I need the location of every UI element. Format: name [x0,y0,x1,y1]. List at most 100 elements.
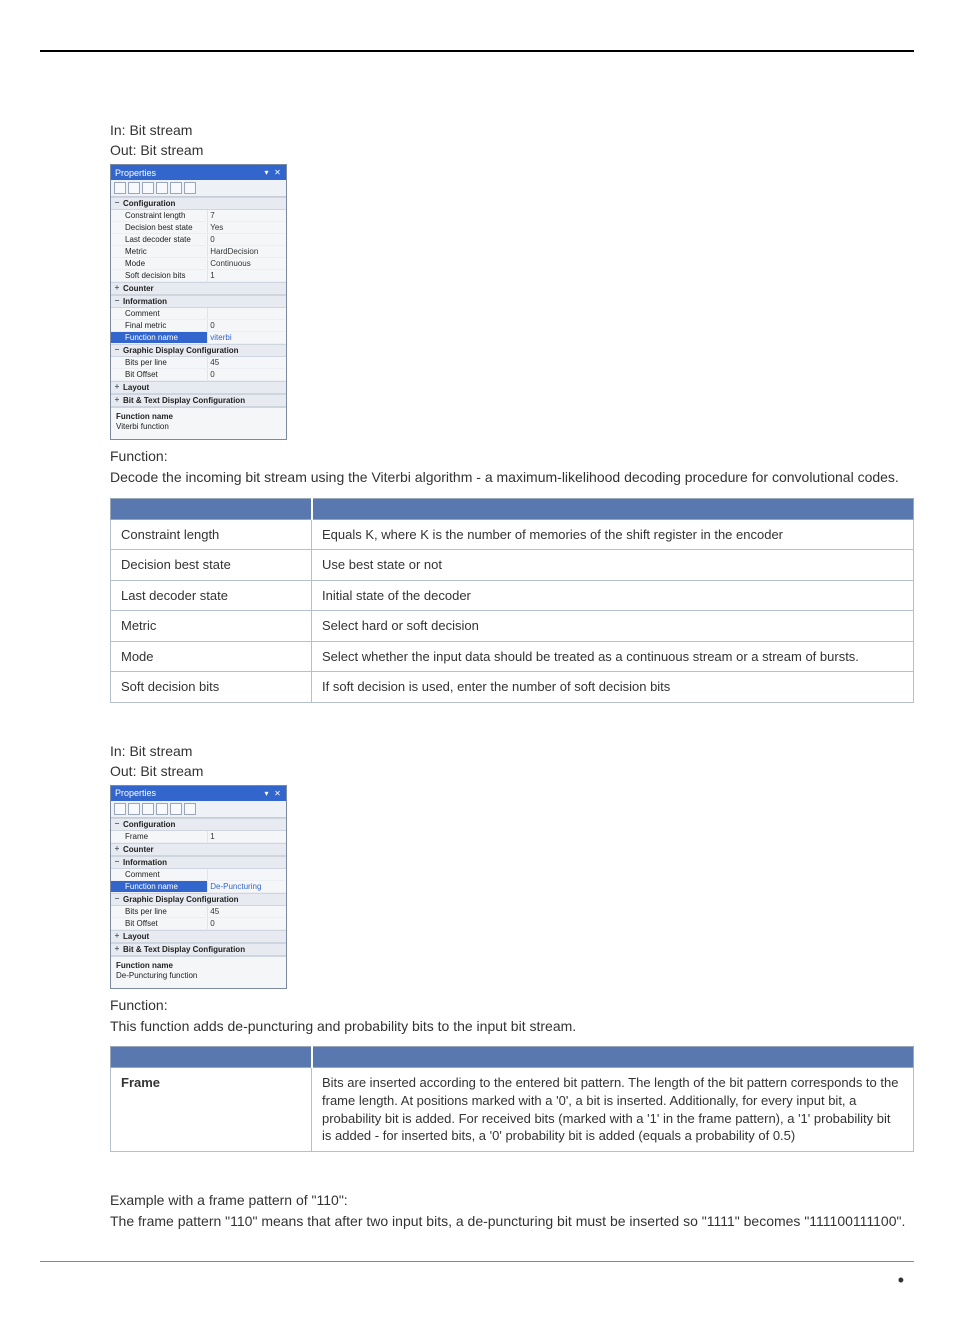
toolbar-button[interactable] [142,803,154,815]
close-icon[interactable]: ✕ [273,169,282,178]
property-value[interactable]: 0 [207,234,286,245]
toolbar-button[interactable] [156,803,168,815]
property-category[interactable]: Graphic Display Configuration [111,344,286,357]
table-cell-key: Metric [111,611,312,642]
property-value[interactable]: 0 [207,320,286,331]
table-cell-key: Soft decision bits [111,672,312,703]
property-value[interactable]: HardDecision [207,246,286,257]
property-help-title: Function name [116,412,281,421]
table-row: ModeSelect whether the input data should… [111,641,914,672]
pin-icon[interactable]: ▾ [262,790,271,799]
close-icon[interactable]: ✕ [273,790,282,799]
property-key: Bits per line [111,357,207,368]
property-row[interactable]: Function nameDe-Puncturing [111,881,286,893]
property-category[interactable]: Bit & Text Display Configuration [111,943,286,956]
property-row[interactable]: Comment [111,869,286,881]
table-row: Last decoder stateInitial state of the d… [111,580,914,611]
property-row[interactable]: ModeContinuous [111,258,286,270]
property-category[interactable]: Counter [111,843,286,856]
property-category[interactable]: Information [111,295,286,308]
properties-toolbar [111,180,286,197]
property-value[interactable]: 1 [207,270,286,281]
toolbar-button[interactable] [170,182,182,194]
property-category[interactable]: Layout [111,381,286,394]
property-value[interactable]: viterbi [207,332,286,343]
property-value[interactable] [207,308,286,319]
property-value[interactable]: 7 [207,210,286,221]
property-category[interactable]: Graphic Display Configuration [111,893,286,906]
toolbar-button[interactable] [184,803,196,815]
property-row[interactable]: Constraint length7 [111,210,286,222]
property-value[interactable]: Continuous [207,258,286,269]
property-value[interactable]: De-Puncturing [207,881,286,892]
property-row[interactable]: Final metric0 [111,320,286,332]
property-category[interactable]: Configuration [111,818,286,831]
property-key: Bit Offset [111,369,207,380]
toolbar-button[interactable] [128,803,140,815]
property-row[interactable]: Bits per line45 [111,906,286,918]
table-cell-value: Initial state of the decoder [312,580,914,611]
property-value[interactable]: 0 [207,918,286,929]
toolbar-button[interactable] [128,182,140,194]
pin-icon[interactable]: ▾ [262,169,271,178]
property-value[interactable]: Yes [207,222,286,233]
property-category[interactable]: Configuration [111,197,286,210]
table-cell-value: Select hard or soft decision [312,611,914,642]
section2-out: Out: Bit stream [110,763,914,779]
properties-title: Properties ▾✕ [111,165,286,180]
toolbar-button[interactable] [142,182,154,194]
property-key: Comment [111,308,207,319]
table-cell-value: Equals K, where K is the number of memor… [312,519,914,550]
window-controls: ▾✕ [260,788,282,799]
section2-in: In: Bit stream [110,743,914,759]
table-row: Decision best stateUse best state or not [111,550,914,581]
toolbar-button[interactable] [170,803,182,815]
properties-panel-2: Properties ▾✕ ConfigurationFrame1CounterIn… [110,785,287,989]
property-row[interactable]: Bit Offset0 [111,918,286,930]
property-value[interactable]: 0 [207,369,286,380]
page-dot: • [40,1270,914,1291]
table-cell-key: Constraint length [111,519,312,550]
toolbar-button[interactable] [156,182,168,194]
properties-title-text: Properties [115,788,156,798]
property-row[interactable]: Decision best stateYes [111,222,286,234]
property-row[interactable]: Bit Offset0 [111,369,286,381]
property-category[interactable]: Layout [111,930,286,943]
window-controls: ▾✕ [260,167,282,178]
table-row: FrameBits are inserted according to the … [111,1068,914,1151]
page-content: In: Bit stream Out: Bit stream Propertie… [40,122,914,1231]
property-category[interactable]: Counter [111,282,286,295]
property-row[interactable]: Soft decision bits1 [111,270,286,282]
property-row[interactable]: Bits per line45 [111,357,286,369]
property-key: Frame [111,831,207,842]
section1-in: In: Bit stream [110,122,914,138]
toolbar-button[interactable] [114,803,126,815]
property-key: Bit Offset [111,918,207,929]
property-row[interactable]: Function nameviterbi [111,332,286,344]
property-value[interactable]: 1 [207,831,286,842]
property-key: Final metric [111,320,207,331]
section1-out: Out: Bit stream [110,142,914,158]
property-value[interactable]: 45 [207,357,286,368]
table-header-blank [312,498,914,519]
section2-function-label: Function: [110,997,914,1013]
property-value[interactable] [207,869,286,880]
bottom-rule [40,1261,914,1262]
property-value[interactable]: 45 [207,906,286,917]
property-row[interactable]: Last decoder state0 [111,234,286,246]
property-row[interactable]: Frame1 [111,831,286,843]
property-key: Comment [111,869,207,880]
properties-title-text: Properties [115,168,156,178]
property-key: Function name [111,881,207,892]
property-key: Constraint length [111,210,207,221]
property-category[interactable]: Information [111,856,286,869]
table-cell-key: Last decoder state [111,580,312,611]
property-category[interactable]: Bit & Text Display Configuration [111,394,286,407]
property-row[interactable]: MetricHardDecision [111,246,286,258]
property-row[interactable]: Comment [111,308,286,320]
properties-panel-1: Properties ▾✕ ConfigurationConstraint leng… [110,164,287,440]
toolbar-button[interactable] [114,182,126,194]
toolbar-button[interactable] [184,182,196,194]
table-cell-value: Bits are inserted according to the enter… [312,1068,914,1151]
property-help-text: Viterbi function [116,422,281,431]
